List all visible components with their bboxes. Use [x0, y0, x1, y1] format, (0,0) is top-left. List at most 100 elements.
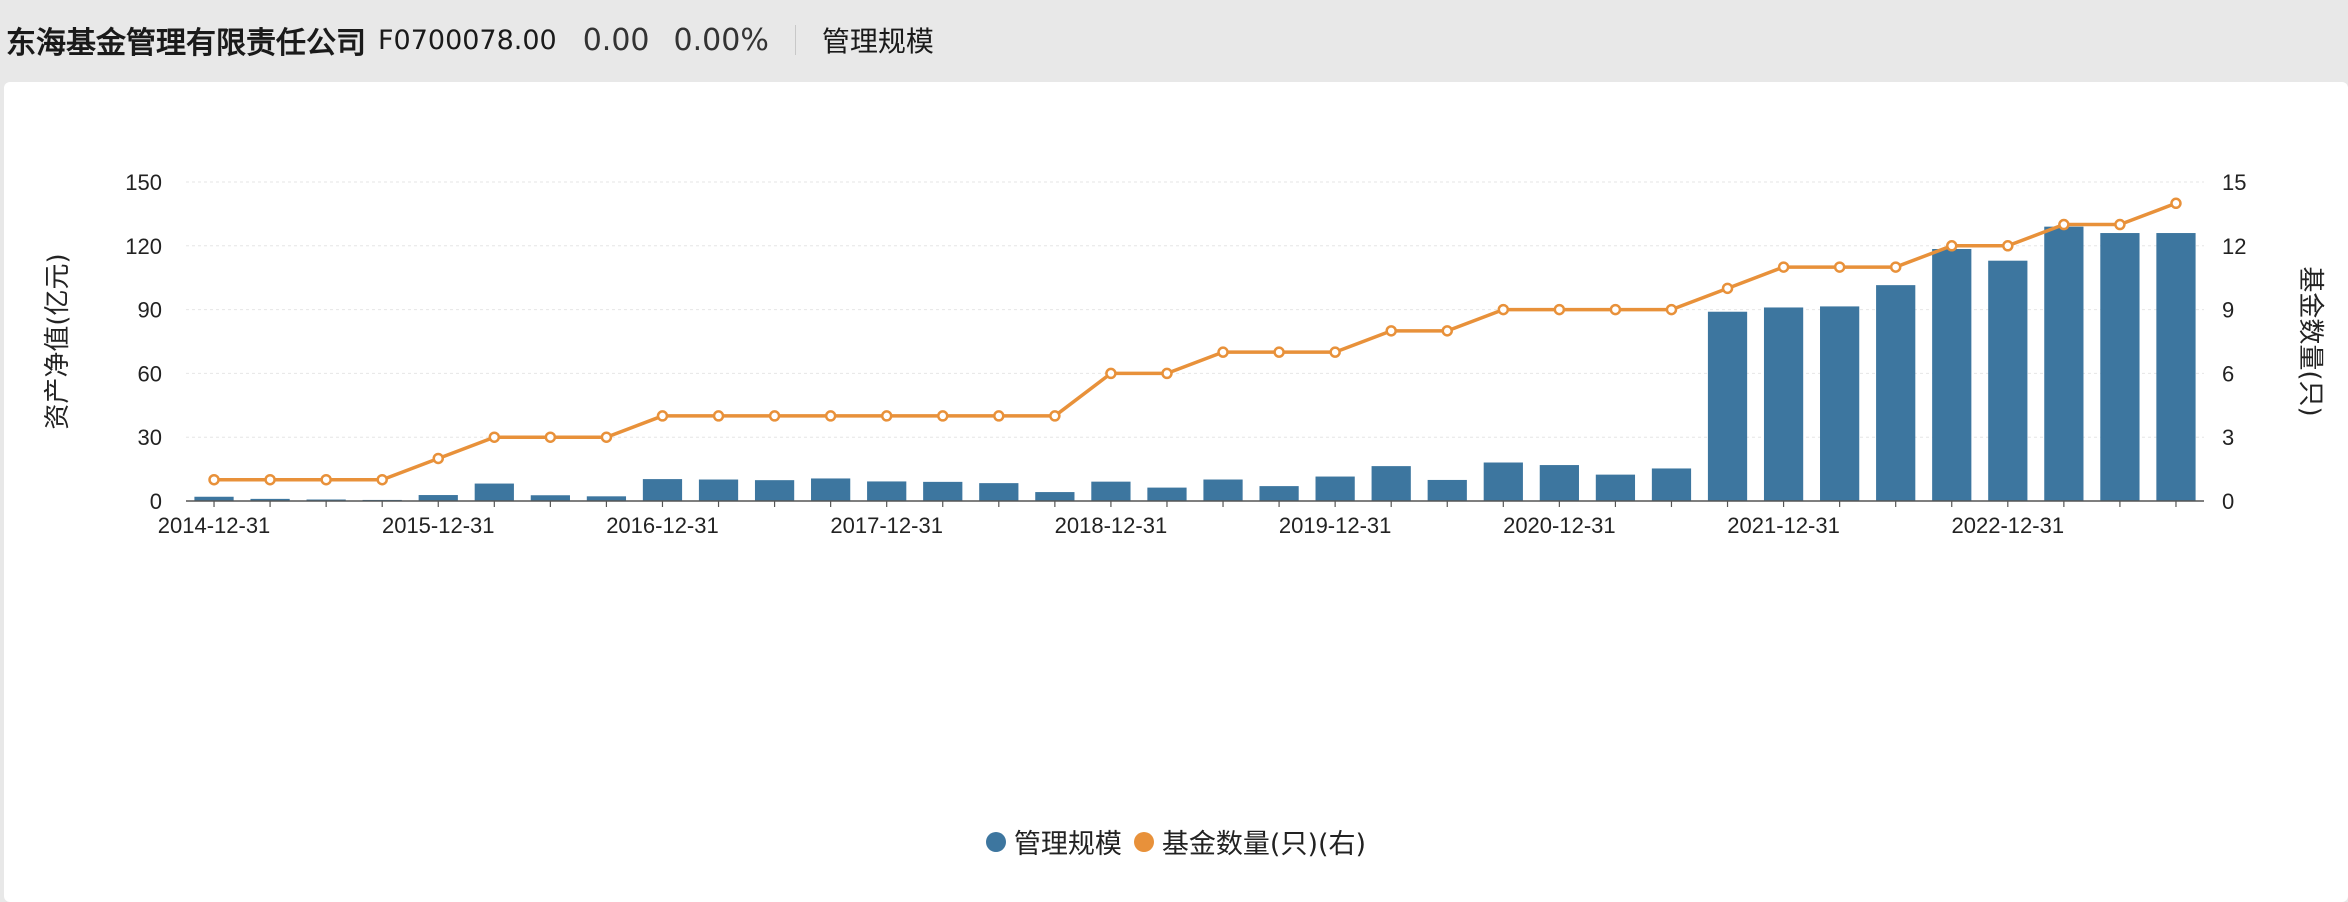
- bar: [754, 480, 795, 501]
- line-point: [1217, 346, 1229, 358]
- legend-line-icon: [1133, 831, 1154, 852]
- line-point: [1273, 346, 1285, 358]
- change-value: 0.00: [582, 22, 650, 58]
- line-point: [712, 410, 725, 422]
- legend-bar-label: 管理规模: [1013, 829, 1122, 860]
- fund-code: F0700078.00: [378, 24, 557, 56]
- bar: [698, 479, 739, 501]
- line-point: [432, 452, 444, 465]
- y-right-tick-label: 3: [2222, 425, 2234, 450]
- line-point: [1385, 325, 1397, 337]
- line-point: [1441, 325, 1453, 337]
- bar: [1932, 248, 1972, 501]
- line-point: [880, 410, 893, 422]
- bar: [586, 496, 627, 501]
- line-point: [2058, 218, 2070, 231]
- line-point: [1049, 410, 1061, 422]
- line-point: [824, 410, 837, 422]
- x-tick-label: 2021-12-31: [1727, 513, 1840, 538]
- y-right-tick-label: 0: [2222, 489, 2234, 514]
- bar: [474, 483, 514, 501]
- line-point: [1833, 261, 1846, 273]
- line-point: [937, 410, 949, 422]
- y-left-tick-label: 150: [125, 170, 162, 195]
- legend-line-label: 基金数量(只)(右): [1161, 829, 1367, 860]
- line-point: [1105, 367, 1117, 380]
- line-point: [1161, 367, 1173, 380]
- bar: [1763, 307, 1804, 501]
- x-tick-label: 2022-12-31: [1952, 513, 2065, 538]
- line-point: [1497, 303, 1510, 316]
- header-bar: 东海基金管理有限责任公司 F0700078.00 0.00 0.00% 管理规模: [0, 0, 2348, 80]
- line-point: [264, 473, 276, 486]
- bar: [867, 481, 907, 501]
- line-point: [208, 473, 220, 486]
- bar: [1820, 306, 1860, 501]
- bar: [1035, 492, 1075, 501]
- bar: [530, 495, 570, 501]
- legend-item-line[interactable]: 基金数量(只)(右): [1133, 822, 1367, 861]
- bar: [642, 479, 683, 501]
- y-left-tick-label: 0: [150, 489, 162, 514]
- line-point: [1721, 282, 1734, 295]
- bar: [2044, 226, 2084, 501]
- bar: [1651, 468, 1692, 501]
- y-left-tick-label: 120: [125, 234, 162, 259]
- bar: [1707, 311, 1748, 501]
- x-tick-label: 2018-12-31: [1055, 513, 1168, 538]
- line-point: [600, 431, 613, 443]
- line-point: [656, 410, 669, 422]
- bar: [194, 496, 234, 501]
- chart-panel: 0 30 60 90 120 150 0 3 6 9 12 15 2014-12-31 2015-12-3…: [4, 82, 2348, 902]
- bar: [923, 481, 963, 501]
- line-point: [1889, 261, 1902, 273]
- scale-chart: 0 30 60 90 120 150 0 3 6 9 12 15 2014-12-31 2015-12-3…: [43, 170, 2325, 538]
- line-point: [1777, 261, 1790, 273]
- bar: [1203, 479, 1243, 501]
- y-right-tick-label: 6: [2222, 361, 2234, 386]
- line-point: [768, 410, 781, 422]
- line-point: [1553, 303, 1566, 316]
- legend-item-bar[interactable]: 管理规模: [985, 822, 1122, 861]
- x-tick-label: 2015-12-31: [382, 513, 495, 538]
- bar: [1147, 487, 1187, 501]
- bar: [1539, 465, 1579, 501]
- chart-legend: 管理规模 基金数量(只)(右): [4, 822, 2348, 861]
- bar: [1091, 481, 1131, 501]
- line-point: [1609, 303, 1622, 316]
- header-divider: [794, 25, 796, 55]
- y-right-tick-label: 9: [2222, 298, 2234, 323]
- line-point: [993, 410, 1005, 422]
- bar: [1483, 462, 1523, 501]
- bar: [1259, 486, 1299, 501]
- line-point: [1665, 303, 1678, 316]
- y-right-tick-label: 15: [2222, 170, 2246, 195]
- line-point: [376, 473, 388, 486]
- bar: [811, 478, 851, 501]
- x-tick-label: 2020-12-31: [1503, 513, 1616, 538]
- y-right-axis-title: 基金数量(只): [2295, 266, 2325, 416]
- y-right-tick-label: 12: [2222, 234, 2246, 259]
- bar: [1988, 260, 2028, 501]
- bar: [1876, 285, 1916, 501]
- bar: [1315, 476, 1355, 501]
- line-point: [488, 431, 501, 443]
- tab-management-scale[interactable]: 管理规模: [821, 25, 934, 58]
- legend-bar-icon: [985, 831, 1006, 852]
- bar: [1371, 466, 1411, 501]
- bar: [250, 498, 290, 501]
- line-point: [1946, 240, 1958, 252]
- bar: [979, 483, 1019, 501]
- line-series-fund-count: [214, 201, 2177, 482]
- x-tick-label: 2017-12-31: [830, 513, 943, 538]
- bar: [2156, 233, 2196, 502]
- line-point: [2114, 218, 2126, 231]
- change-percent: 0.00%: [673, 22, 769, 58]
- y-left-tick-label: 30: [138, 425, 162, 450]
- y-left-tick-label: 90: [138, 298, 162, 323]
- line-point: [2170, 197, 2182, 210]
- x-tick-label: 2019-12-31: [1279, 513, 1392, 538]
- line-point: [544, 431, 557, 443]
- x-tick-label: 2014-12-31: [158, 513, 271, 538]
- bar: [418, 495, 458, 501]
